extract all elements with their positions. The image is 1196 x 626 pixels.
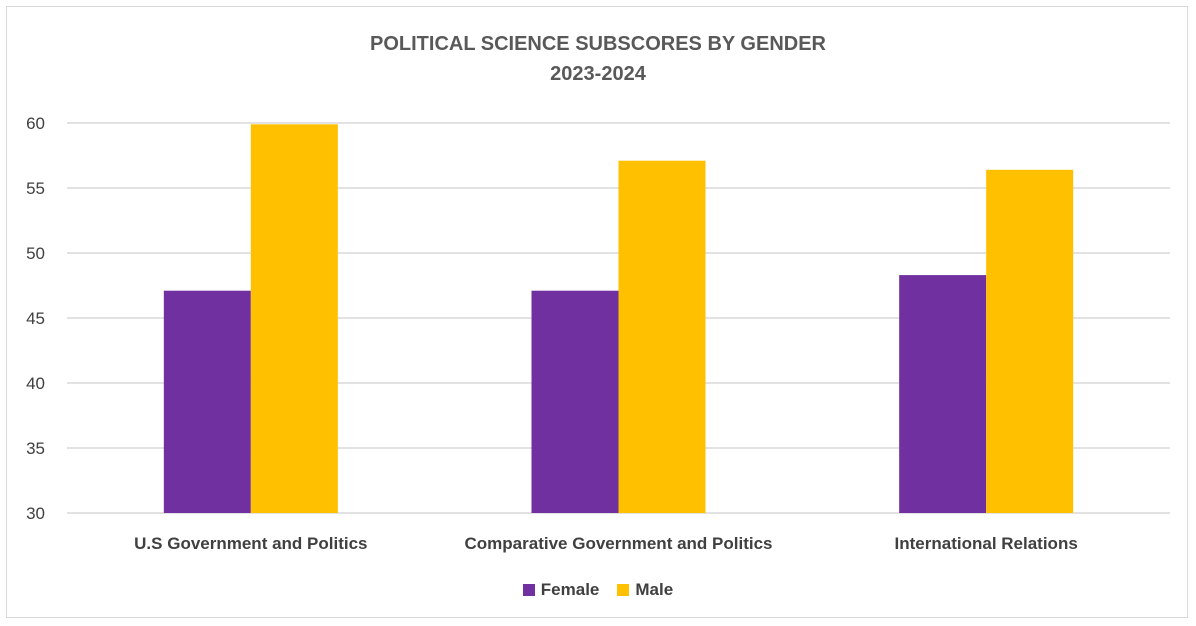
y-tick-label: 55 (26, 179, 45, 198)
bar-female (163, 290, 251, 513)
x-category-label: Comparative Government and Politics (465, 534, 773, 553)
bars (163, 124, 1074, 514)
y-tick-label: 45 (26, 309, 45, 328)
chart-title: POLITICAL SCIENCE SUBSCORES BY GENDER (370, 33, 826, 55)
bar-female (899, 275, 987, 513)
y-tick-label: 30 (26, 504, 45, 523)
x-axis-labels: U.S Government and Politics Comparative G… (134, 534, 1078, 553)
legend: Female Male (0, 580, 1196, 600)
x-category-label: International Relations (895, 534, 1078, 553)
y-axis-ticks: 30 35 40 45 50 55 60 (26, 114, 45, 523)
bar-male (618, 160, 706, 513)
legend-swatch-male (617, 584, 630, 596)
bar-male (250, 124, 338, 514)
legend-label-female: Female (540, 580, 600, 599)
y-tick-label: 50 (26, 244, 45, 263)
y-tick-label: 35 (26, 439, 45, 458)
bar-female (531, 290, 619, 513)
legend-item-female: Female (522, 580, 600, 600)
legend-item-male: Male (617, 580, 673, 600)
bar-male (986, 169, 1074, 514)
y-tick-label: 40 (26, 374, 45, 393)
legend-label-male: Male (635, 580, 674, 599)
chart-subtitle: 2023-2024 (550, 63, 646, 85)
x-category-label: U.S Government and Politics (134, 534, 367, 553)
legend-swatch-female (522, 584, 535, 596)
y-tick-label: 60 (26, 114, 45, 133)
